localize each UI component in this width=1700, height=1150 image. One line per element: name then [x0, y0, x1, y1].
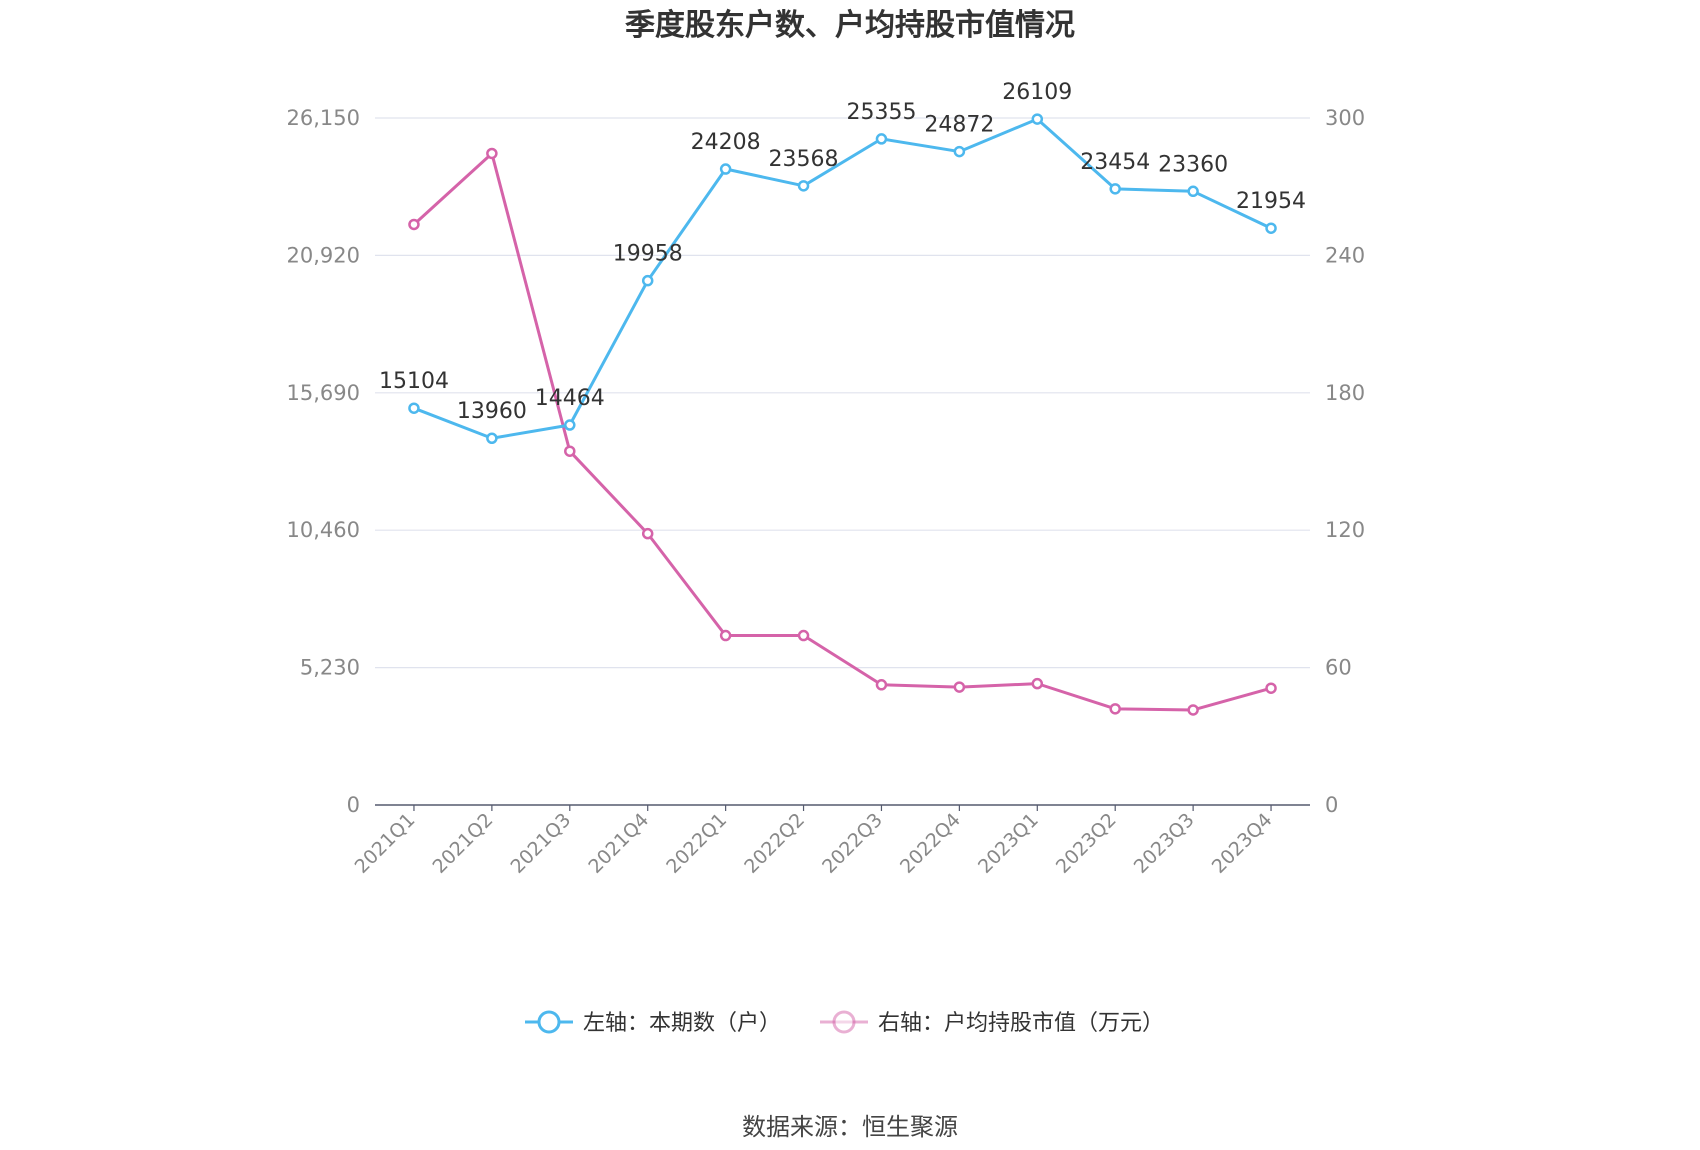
series [408, 113, 1277, 716]
series-1-point [641, 527, 654, 540]
right-tick-label: 180 [1325, 381, 1365, 405]
x-tick-label: 2021Q3 [506, 809, 575, 878]
legend[interactable]: 左轴：本期数（户） 右轴：户均持股市值（万元） [525, 1010, 1164, 1036]
legend-label: 左轴：本期数（户） [583, 1011, 781, 1036]
series-0-point [1031, 113, 1044, 125]
grid [375, 117, 1310, 669]
data-label: 26109 [1002, 80, 1072, 105]
x-tick-label: 2022Q3 [818, 809, 887, 878]
data-label: 25355 [846, 100, 916, 125]
right-tick-label: 240 [1325, 243, 1365, 267]
legend-marker [537, 1010, 561, 1034]
x-tick-label: 2023Q2 [1052, 809, 1121, 878]
left-tick-label: 10,460 [287, 518, 360, 542]
x-axis-ticks: 2021Q1 2021Q2 2021Q3 2021Q4 2022Q1 2022Q2 2022… [351, 805, 1277, 878]
series-line-0 [413, 117, 1272, 440]
series-1-point [797, 629, 810, 642]
series-line-1 [412, 151, 1272, 712]
x-tick-label: 2021Q1 [351, 809, 420, 878]
data-label: 24872 [924, 113, 994, 138]
series-0-point [486, 432, 498, 444]
series-1-point [486, 147, 498, 160]
series-1-point [1031, 677, 1044, 690]
series-1-point [1187, 704, 1199, 716]
series-1-point [875, 679, 888, 691]
series-1-point [953, 681, 966, 693]
series-0-point [797, 180, 810, 192]
series-0-point [1265, 222, 1277, 234]
series-1-point [408, 218, 420, 231]
data-label: 14464 [535, 386, 605, 411]
x-tick-label: 2023Q3 [1130, 809, 1199, 878]
series-1-point [1109, 703, 1121, 715]
left-tick-label: 20,920 [287, 243, 360, 267]
data-label: 19958 [613, 242, 683, 267]
legend-label: 右轴：户均持股市值（万元） [878, 1011, 1164, 1036]
right-axis-ticks: 0 60 120 180 240 300 [1325, 106, 1365, 817]
data-label: 21954 [1236, 189, 1306, 214]
series-1-point [719, 629, 732, 642]
series-0-point [641, 274, 654, 287]
left-tick-label: 5,230 [300, 656, 360, 680]
x-tick-label: 2023Q1 [974, 809, 1043, 878]
left-tick-label: 0 [347, 793, 360, 817]
left-tick-label: 15,690 [287, 381, 360, 405]
data-label: 23360 [1158, 152, 1228, 177]
series-0-point [953, 145, 966, 158]
legend-item-1[interactable]: 右轴：户均持股市值（万元） [820, 1010, 1164, 1036]
x-tick-label: 2021Q4 [584, 809, 653, 878]
data-label: 24208 [691, 130, 761, 155]
series-0-point [719, 163, 732, 175]
series-0-point [875, 133, 888, 145]
data-label: 15104 [379, 369, 449, 394]
legend-item-0[interactable]: 左轴：本期数（户） [525, 1010, 781, 1036]
right-tick-label: 300 [1325, 106, 1365, 130]
series-0-point [564, 419, 576, 431]
left-tick-label: 26,150 [287, 106, 360, 130]
source-note: 数据来源：恒生聚源 [742, 1113, 958, 1141]
x-tick-label: 2022Q1 [662, 809, 731, 878]
right-tick-label: 60 [1325, 656, 1352, 680]
series-0-point [1109, 183, 1121, 195]
right-tick-label: 120 [1325, 518, 1365, 542]
data-label: 13960 [457, 399, 527, 424]
series-1-point [1265, 682, 1277, 694]
x-tick-label: 2022Q4 [896, 809, 965, 878]
data-label: 23568 [769, 147, 839, 172]
data-label: 23454 [1080, 150, 1150, 175]
x-tick-label: 2023Q4 [1208, 809, 1277, 878]
data-labels: 15104 13960 14464 19958 24208 23568 25355 24872… [379, 80, 1306, 424]
series-0-point [1187, 185, 1199, 198]
left-axis-ticks: 0 5,230 10,460 15,690 20,920 26,150 [287, 106, 360, 817]
legend-marker [832, 1010, 856, 1034]
series-1-point [564, 445, 576, 457]
x-tick-label: 2022Q2 [740, 809, 809, 878]
x-tick-label: 2021Q2 [429, 809, 498, 878]
series-0-point [408, 402, 420, 414]
chart-title: 季度股东户数、户均持股市值情况 [625, 8, 1075, 43]
right-tick-label: 0 [1325, 793, 1338, 817]
